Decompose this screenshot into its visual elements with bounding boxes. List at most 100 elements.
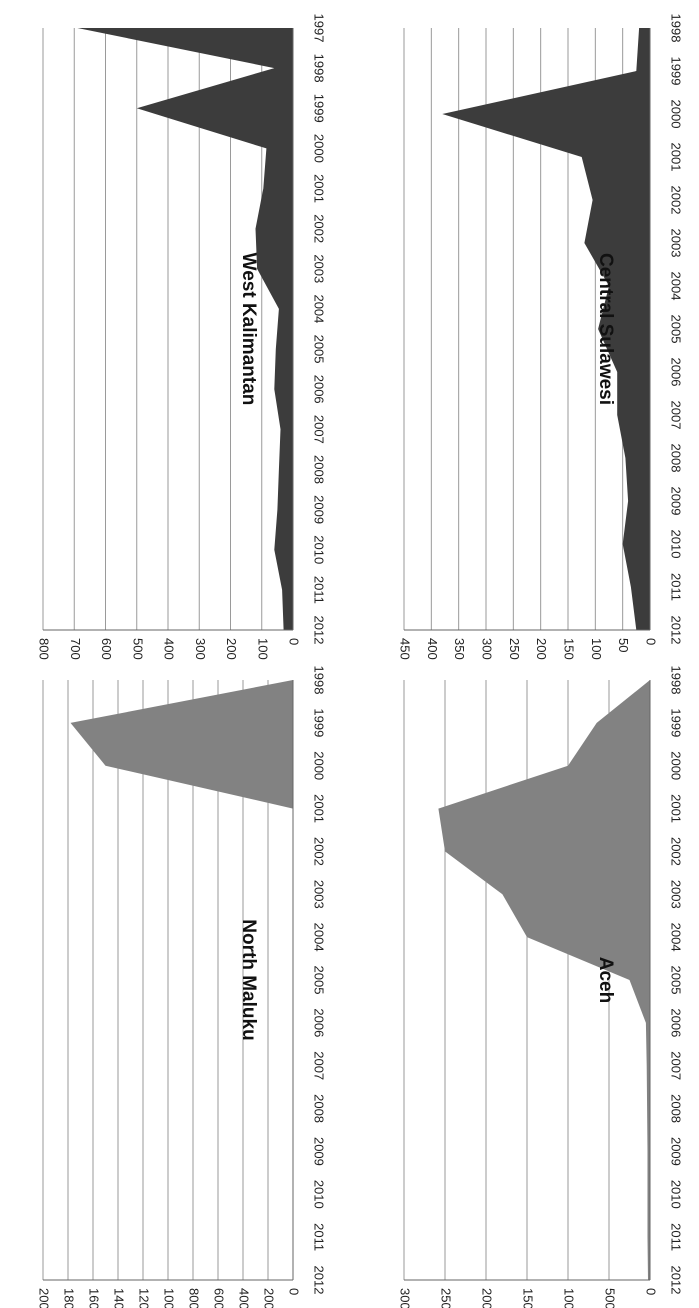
value-tick-label: 250 [507, 638, 522, 660]
area-series [77, 28, 294, 630]
value-tick-label: 1000 [562, 1288, 577, 1308]
value-tick-label: 1400 [112, 1288, 127, 1308]
year-tick-label: 2000 [312, 134, 327, 163]
year-tick-label: 2002 [312, 837, 327, 866]
value-tick-label: 3000 [398, 1288, 413, 1308]
year-tick-label: 2009 [669, 487, 684, 516]
year-tick-label: 1999 [312, 94, 327, 123]
chart-title: West Kalimantan [238, 253, 259, 406]
year-tick-label: 2007 [312, 1051, 327, 1080]
year-tick-label: 2003 [669, 229, 684, 258]
year-tick-label: 2012 [669, 616, 684, 645]
year-tick-label: 2009 [312, 1137, 327, 1166]
value-tick-label: 150 [562, 638, 577, 660]
year-tick-label: 1999 [312, 708, 327, 737]
year-tick-label: 2004 [312, 923, 327, 952]
value-tick-label: 2000 [37, 1288, 52, 1308]
year-tick-label: 2010 [312, 1180, 327, 1209]
value-tick-label: 100 [589, 638, 604, 660]
year-tick-label: 2005 [669, 315, 684, 344]
value-tick-label: 400 [425, 638, 440, 660]
year-tick-label: 2004 [312, 294, 327, 323]
year-tick-label: 2006 [669, 358, 684, 387]
chart-title: North Maluku [238, 919, 259, 1040]
year-tick-label: 2000 [669, 100, 684, 129]
year-tick-label: 2006 [312, 1008, 327, 1037]
year-tick-label: 2007 [312, 415, 327, 444]
value-tick-label: 2500 [439, 1288, 454, 1308]
year-tick-label: 2010 [312, 535, 327, 564]
year-tick-label: 2011 [669, 1223, 684, 1251]
chart-title: Central Sulawesi [595, 253, 616, 405]
chart-title: Aceh [595, 957, 616, 1003]
year-tick-label: 2004 [669, 272, 684, 301]
year-tick-label: 2008 [312, 455, 327, 484]
year-tick-label: 1998 [669, 666, 684, 695]
year-tick-label: 2002 [669, 186, 684, 215]
year-tick-label: 2001 [312, 794, 327, 823]
year-tick-label: 2001 [669, 794, 684, 823]
area-series [70, 680, 293, 1280]
year-tick-label: 2005 [312, 335, 327, 364]
value-tick-label: 0 [287, 638, 302, 645]
value-tick-label: 0 [287, 1288, 302, 1295]
chart-west-kalimantan: 0 100 200 300 400 500 600 700 800 1997 1998 1999 200… [37, 14, 327, 660]
value-tick-label: 50 [616, 638, 631, 652]
value-tick-label: 400 [237, 1288, 252, 1308]
year-tick-label: 2011 [312, 576, 327, 604]
value-tick-label: 2000 [480, 1288, 495, 1308]
value-tick-label: 0 [644, 1288, 659, 1295]
value-tick-label: 800 [187, 1288, 202, 1308]
value-tick-label: 300 [480, 638, 495, 660]
year-tick-label: 2004 [669, 923, 684, 952]
year-tick-label: 2001 [312, 174, 327, 203]
year-tick-label: 2008 [669, 1094, 684, 1123]
chart-central-sulawesi: 0 50 100 150 200 250 300 350 400 450 1998 1999 2000 2… [398, 14, 684, 660]
year-tick-label: 2000 [669, 751, 684, 780]
value-tick-label: 100 [255, 638, 270, 660]
year-tick-label: 1999 [669, 57, 684, 86]
value-tick-label: 500 [603, 1288, 618, 1308]
year-tick-label: 2007 [669, 401, 684, 430]
value-tick-label: 600 [212, 1288, 227, 1308]
year-tick-label: 2002 [669, 837, 684, 866]
year-tick-label: 2003 [312, 254, 327, 283]
value-tick-label: 1000 [162, 1288, 177, 1308]
value-tick-label: 400 [162, 638, 177, 660]
area-series [438, 680, 650, 1280]
year-tick-label: 2001 [669, 143, 684, 172]
year-tick-label: 2007 [669, 1051, 684, 1080]
year-tick-label: 2009 [669, 1137, 684, 1166]
value-tick-label: 200 [224, 638, 239, 660]
year-tick-label: 1997 [312, 14, 327, 43]
year-tick-label: 2003 [312, 880, 327, 909]
value-tick-label: 300 [193, 638, 208, 660]
year-tick-label: 2011 [312, 1223, 327, 1251]
year-tick-label: 2003 [669, 880, 684, 909]
value-tick-label: 1500 [521, 1288, 536, 1308]
value-tick-label: 800 [37, 638, 52, 660]
year-tick-label: 1999 [669, 708, 684, 737]
chart-north-maluku: 0 200 400 600 800 1000 1200 1400 1600 1800 2000 199… [37, 666, 327, 1308]
year-tick-label: 2012 [312, 1266, 327, 1295]
year-tick-label: 2005 [669, 966, 684, 995]
year-tick-label: 1998 [312, 54, 327, 83]
year-tick-label: 2002 [312, 214, 327, 243]
value-tick-label: 350 [452, 638, 467, 660]
value-tick-label: 700 [68, 638, 83, 660]
year-tick-label: 2000 [312, 751, 327, 780]
year-tick-label: 2010 [669, 1180, 684, 1209]
value-tick-label: 1200 [137, 1288, 152, 1308]
year-tick-label: 2010 [669, 530, 684, 559]
year-tick-label: 2011 [669, 573, 684, 601]
year-tick-label: 2012 [312, 616, 327, 645]
value-tick-label: 500 [130, 638, 145, 660]
value-tick-label: 1600 [87, 1288, 102, 1308]
value-tick-label: 200 [262, 1288, 277, 1308]
value-tick-label: 0 [644, 638, 659, 645]
year-tick-label: 2008 [312, 1094, 327, 1123]
year-tick-label: 1998 [312, 666, 327, 695]
year-tick-label: 2009 [312, 495, 327, 524]
value-tick-label: 1800 [62, 1288, 77, 1308]
